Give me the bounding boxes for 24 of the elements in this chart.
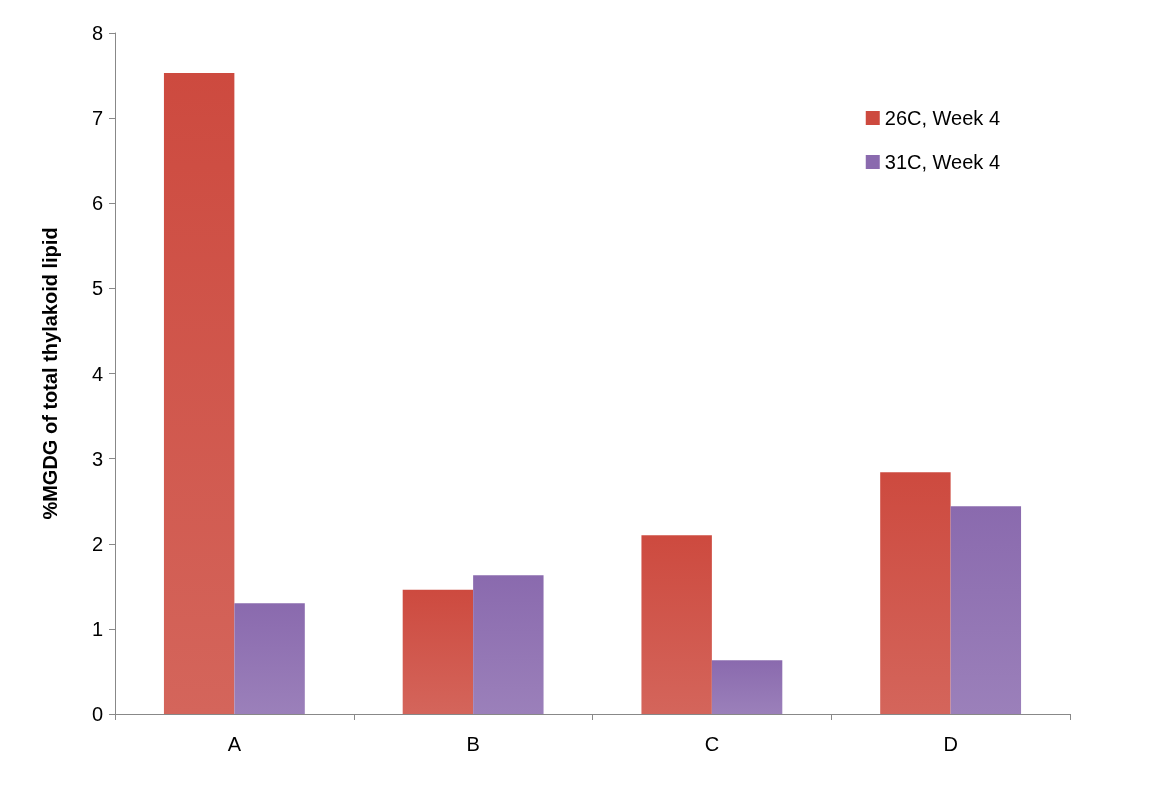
bar <box>641 535 712 714</box>
y-tick-label: 7 <box>91 107 103 130</box>
bar <box>402 589 474 714</box>
y-tick-label: 8 <box>91 22 103 44</box>
bar <box>950 506 1022 714</box>
x-tick-label: A <box>227 733 242 755</box>
bar <box>473 575 544 714</box>
y-tick-label: 3 <box>91 447 103 470</box>
y-tick-label: 0 <box>91 703 103 725</box>
legend-label: 31C, Week 4 <box>884 151 1001 173</box>
y-tick-label: 2 <box>91 532 103 555</box>
bar <box>880 472 951 714</box>
x-tick-label: B <box>466 733 480 755</box>
y-axis-title: %MGDG of total thylakoid lipid <box>39 227 61 520</box>
y-tick-label: 6 <box>91 192 103 215</box>
y-tick-label: 5 <box>91 277 103 300</box>
x-tick-label: C <box>704 733 720 755</box>
legend-label: 26C, Week 4 <box>884 107 1001 129</box>
y-tick-label: 4 <box>91 362 103 385</box>
bar <box>234 603 305 714</box>
bar <box>711 660 783 714</box>
x-tick-label: D <box>943 733 958 755</box>
y-tick-label: 1 <box>91 617 103 640</box>
bar <box>163 73 235 714</box>
